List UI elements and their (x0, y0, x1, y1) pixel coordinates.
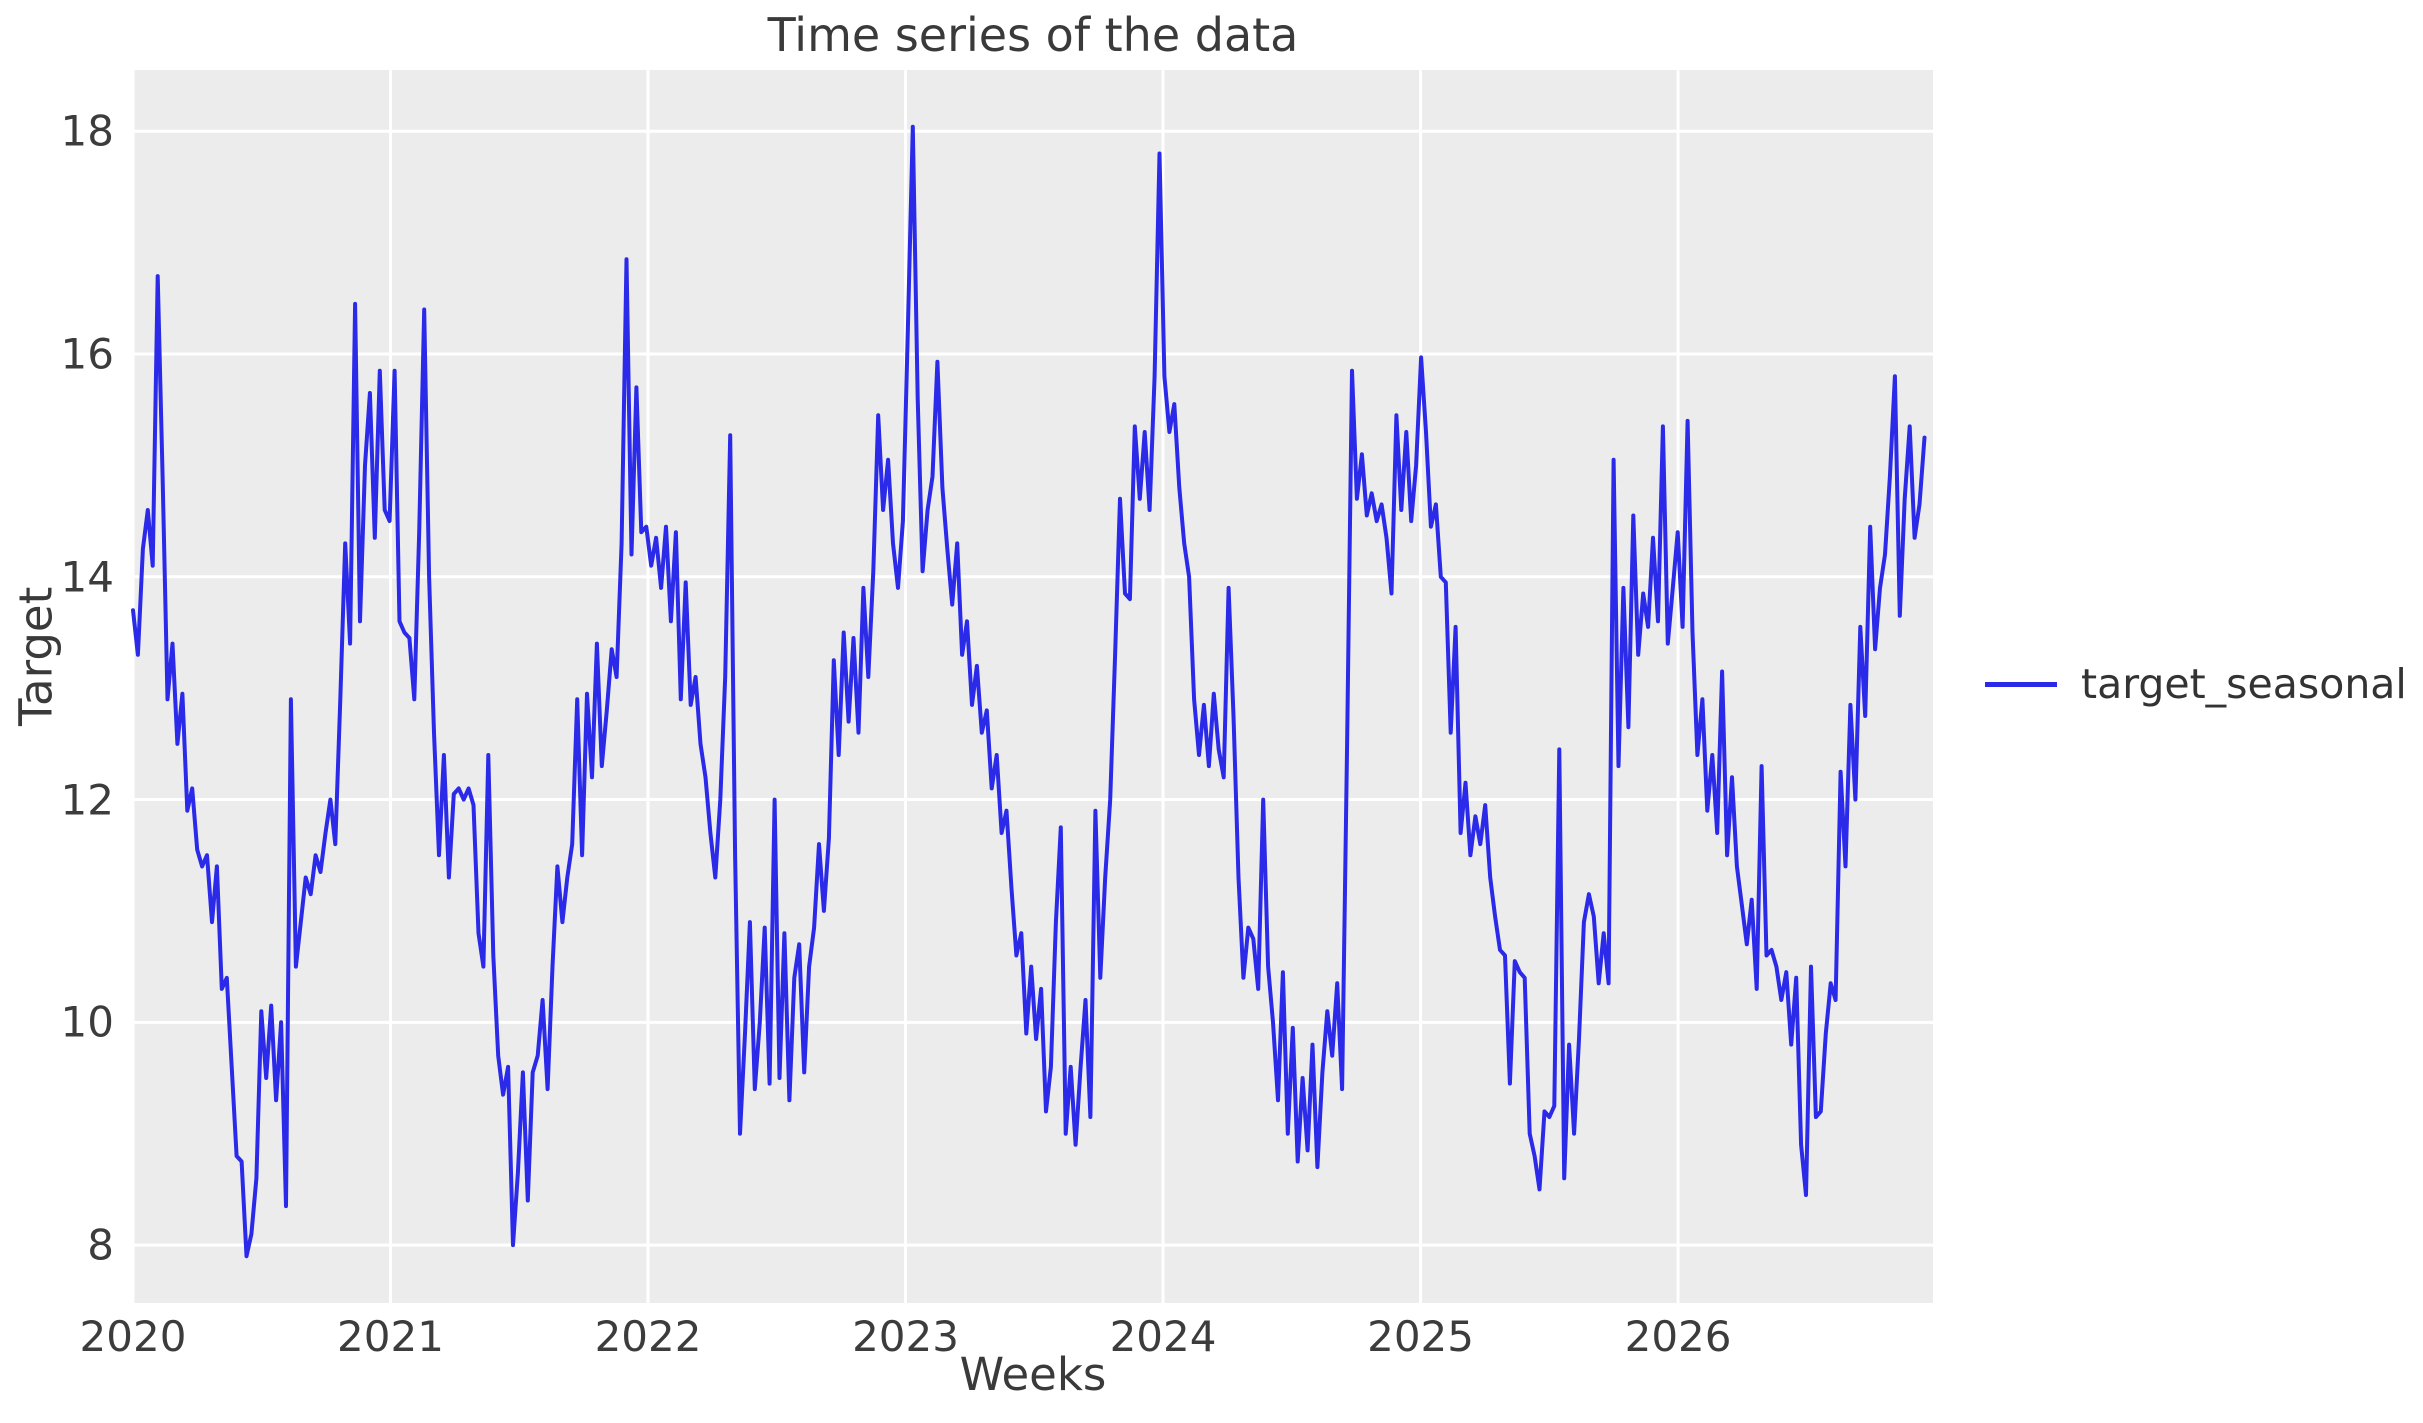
y-tick-label: 12 (60, 775, 114, 825)
legend-label: target_seasonal (2081, 660, 2407, 708)
legend-line-swatch (1985, 681, 2057, 687)
x-tick-label: 2026 (1624, 1312, 1732, 1361)
axes-background (133, 70, 1933, 1303)
x-tick-label: 2021 (337, 1312, 444, 1361)
x-tick-label: 2020 (79, 1312, 187, 1361)
x-axis-label: Weeks (959, 1348, 1107, 1401)
y-axis-label: Target (9, 586, 63, 726)
chart-title: Time series of the data (767, 8, 1299, 62)
y-tick-label: 10 (60, 997, 114, 1047)
legend: target_seasonal (1985, 660, 2407, 708)
series-line-target-seasonal (131, 124, 1927, 1259)
x-tick-label: 2025 (1367, 1312, 1474, 1361)
x-tick-label: 2022 (594, 1312, 702, 1361)
y-tick-label: 8 (87, 1220, 114, 1270)
y-tick-label: 16 (60, 329, 114, 379)
x-tick-label: 2023 (852, 1312, 959, 1361)
y-tick-label: 14 (60, 552, 114, 602)
x-tick-label: 2024 (1109, 1312, 1217, 1361)
y-tick-label: 18 (60, 106, 114, 156)
